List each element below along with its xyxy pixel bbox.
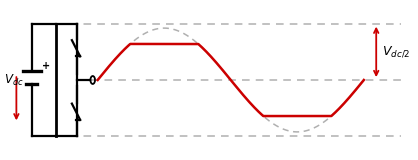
Text: V$_{dc/2}$: V$_{dc/2}$ (382, 44, 410, 59)
Text: V$_{dc}$: V$_{dc}$ (4, 72, 24, 88)
Text: +: + (42, 61, 51, 71)
